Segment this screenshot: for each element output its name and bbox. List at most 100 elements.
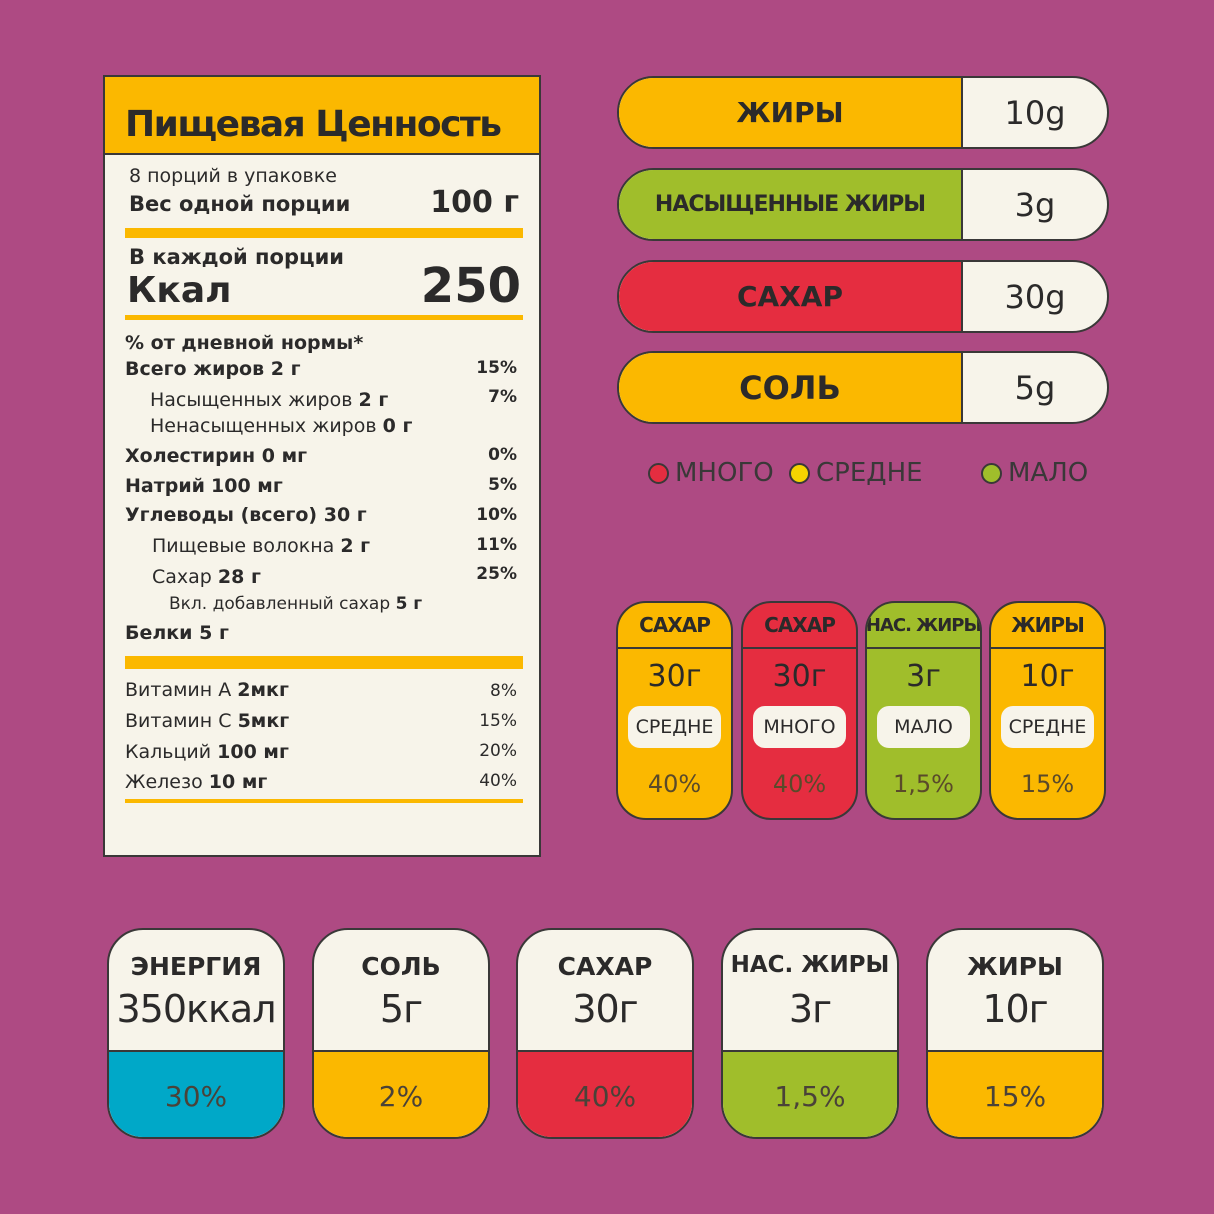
vitamin-a: Витамин А 2мкг xyxy=(125,679,289,701)
big-badge-salt: СОЛЬ 5г 2% xyxy=(312,928,490,1139)
row-carbs-pct: 10% xyxy=(476,505,517,525)
badge-pct: 40% xyxy=(647,770,702,798)
big-badge-title: ЖИРЫ xyxy=(967,952,1063,981)
big-badge-energy: ЭНЕРГИЯ 350ккал 30% xyxy=(107,928,285,1139)
big-badge-pct: 40% xyxy=(573,1080,637,1113)
row-fiber-pct: 11% xyxy=(476,535,517,555)
divider-bar xyxy=(125,228,523,238)
vitamin-a-pct: 8% xyxy=(490,681,517,701)
badge-sugar-medium: САХАР 30г СРЕДНЕ 40% xyxy=(616,601,733,820)
badge-value: 30г xyxy=(772,659,827,694)
big-badge-fill: 30% xyxy=(109,1050,283,1137)
serving-weight-value: 100 г xyxy=(430,185,519,220)
legend-medium: СРЕДНЕ xyxy=(789,458,923,488)
badge-level: МАЛО xyxy=(877,706,970,748)
big-badge-value: 30г xyxy=(572,987,638,1031)
pill-fats-label: ЖИРЫ xyxy=(619,78,963,147)
pill-saturated-fats-value: 3g xyxy=(1014,185,1056,224)
row-sugar: Сахар 28 г xyxy=(152,566,261,588)
big-badge-title: НАС. ЖИРЫ xyxy=(730,952,890,978)
badge-pct: 15% xyxy=(1020,770,1075,798)
pill-salt: СОЛЬ 5g xyxy=(617,351,1109,424)
iron: Железо 10 мг xyxy=(125,771,268,793)
big-badge-value: 3г xyxy=(788,987,832,1031)
legend-high: МНОГО xyxy=(648,458,774,488)
badge-pct: 40% xyxy=(772,770,827,798)
row-total-fat: Всего жиров 2 г xyxy=(125,358,301,380)
legend-low: МАЛО xyxy=(981,458,1088,488)
row-fiber: Пищевые волокна 2 г xyxy=(152,535,371,557)
badge-title: САХАР xyxy=(743,603,856,649)
row-sodium-pct: 5% xyxy=(488,475,517,495)
daily-value-header: % от дневной нормы* xyxy=(125,332,364,354)
big-badge-fill: 2% xyxy=(314,1050,488,1137)
badge-title: САХАР xyxy=(618,603,731,649)
big-badge-pct: 1,5% xyxy=(774,1080,846,1113)
row-cholesterol-pct: 0% xyxy=(488,445,517,465)
pill-sugar-value: 30g xyxy=(1004,277,1066,316)
row-sodium: Натрий 100 мг xyxy=(125,475,283,497)
badge-level: МНОГО xyxy=(753,706,846,748)
big-badge-fill: 1,5% xyxy=(723,1050,897,1137)
pill-sugar: САХАР 30g xyxy=(617,260,1109,333)
big-badge-title: САХАР xyxy=(557,952,653,981)
row-saturated-fat: Насыщенных жиров 2 г xyxy=(150,389,389,411)
big-badge-title: СОЛЬ xyxy=(361,952,441,981)
big-badge-title: ЭНЕРГИЯ xyxy=(130,952,262,981)
divider-bar xyxy=(125,315,523,320)
big-badge-pct: 2% xyxy=(378,1080,424,1113)
row-carbs: Углеводы (всего) 30 г xyxy=(125,504,367,526)
row-protein: Белки 5 г xyxy=(125,622,229,644)
row-added-sugar: Вкл. добавленный сахар 5 г xyxy=(169,594,423,614)
yellow-dot-icon xyxy=(789,462,810,484)
badge-fats-medium: ЖИРЫ 10г СРЕДНЕ 15% xyxy=(989,601,1106,820)
divider-bar xyxy=(125,656,523,669)
vitamin-c-pct: 15% xyxy=(479,711,517,731)
badge-title: ЖИРЫ xyxy=(991,603,1104,649)
serving-weight-label: Вес одной порции xyxy=(129,192,351,216)
badge-value: 10г xyxy=(1020,659,1075,694)
badge-title: НАС. ЖИРЫ xyxy=(867,603,980,649)
badge-level: СРЕДНЕ xyxy=(1001,706,1094,748)
pill-fats: ЖИРЫ 10g xyxy=(617,76,1109,149)
big-badge-value: 10г xyxy=(982,987,1048,1031)
badge-level: СРЕДНЕ xyxy=(628,706,721,748)
badge-sugar-high: САХАР 30г МНОГО 40% xyxy=(741,601,858,820)
pill-saturated-fats: НАСЫЩЕННЫЕ ЖИРЫ 3g xyxy=(617,168,1109,241)
divider-bar xyxy=(125,799,523,803)
per-serving-label: В каждой порции xyxy=(129,245,345,269)
big-badge-fill: 15% xyxy=(928,1050,1102,1137)
pill-salt-label: СОЛЬ xyxy=(619,353,963,422)
row-saturated-fat-pct: 7% xyxy=(488,387,517,407)
nutrition-facts-label: Пищевая Ценность 8 порций в упаковке Вес… xyxy=(103,75,541,857)
big-badge-fats: ЖИРЫ 10г 15% xyxy=(926,928,1104,1139)
big-badge-pct: 30% xyxy=(164,1080,228,1113)
pill-saturated-fats-label: НАСЫЩЕННЫЕ ЖИРЫ xyxy=(619,170,963,239)
row-cholesterol: Холестирин 0 мг xyxy=(125,445,308,467)
big-badge-saturated-fats: НАС. ЖИРЫ 3г 1,5% xyxy=(721,928,899,1139)
big-badge-pct: 15% xyxy=(983,1080,1047,1113)
red-dot-icon xyxy=(648,462,669,484)
badge-value: 30г xyxy=(647,659,702,694)
badge-pct: 1,5% xyxy=(893,770,954,798)
green-dot-icon xyxy=(981,462,1002,484)
row-unsaturated-fat: Ненасыщенных жиров 0 г xyxy=(150,415,413,437)
pill-fats-value: 10g xyxy=(1004,93,1066,132)
pill-salt-value: 5g xyxy=(1014,368,1056,407)
row-total-fat-pct: 15% xyxy=(476,358,517,378)
badge-value: 3г xyxy=(906,659,941,694)
kcal-label: Ккал xyxy=(127,270,232,311)
badge-saturated-fats-low: НАС. ЖИРЫ 3г МАЛО 1,5% xyxy=(865,601,982,820)
big-badge-value: 350ккал xyxy=(116,987,276,1031)
big-badge-sugar: САХАР 30г 40% xyxy=(516,928,694,1139)
row-sugar-pct: 25% xyxy=(476,564,517,584)
calcium: Кальций 100 мг xyxy=(125,741,289,763)
big-badge-value: 5г xyxy=(379,987,423,1031)
iron-pct: 40% xyxy=(479,771,517,791)
pill-sugar-label: САХАР xyxy=(619,262,963,331)
kcal-value: 250 xyxy=(420,258,521,314)
vitamin-c: Витамин С 5мкг xyxy=(125,710,290,732)
big-badge-fill: 40% xyxy=(518,1050,692,1137)
calcium-pct: 20% xyxy=(479,741,517,761)
label-title: Пищевая Ценность xyxy=(105,77,539,155)
